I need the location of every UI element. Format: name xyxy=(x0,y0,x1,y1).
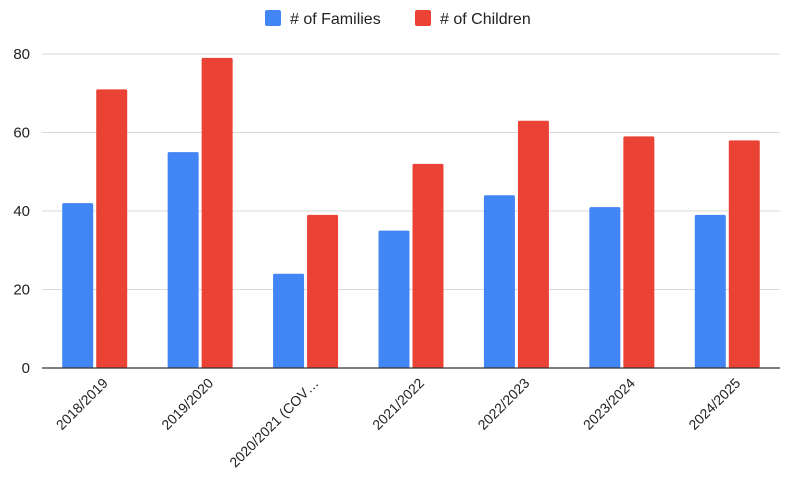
bar-children xyxy=(623,136,655,368)
x-tick-label: 2022/2023 xyxy=(474,375,532,433)
legend-swatch xyxy=(265,10,281,26)
legend-label: # of Families xyxy=(290,11,381,28)
bar-children xyxy=(201,57,233,369)
y-tick-label: 40 xyxy=(13,203,30,220)
y-tick-label: 80 xyxy=(13,46,30,63)
legend-label: # of Children xyxy=(440,11,531,28)
bar-children xyxy=(96,89,128,368)
bar-families xyxy=(378,230,410,368)
bar-families xyxy=(167,152,199,368)
x-axis-labels: 2018/2019 2019/2020 2020/2021 (COV… 2021/20… xyxy=(53,375,744,471)
y-tick-label: 60 xyxy=(13,125,30,142)
y-tick-label: 20 xyxy=(13,282,30,299)
x-tick-label: 2020/2021 (COV… xyxy=(226,375,322,471)
x-tick-label: 2018/2019 xyxy=(53,375,111,433)
y-axis-ticks: 0 20 40 60 80 xyxy=(13,46,30,377)
bar-children xyxy=(307,214,339,368)
bar-children xyxy=(412,163,444,368)
bars xyxy=(62,57,760,369)
x-tick-label: 2024/2025 xyxy=(685,375,743,433)
bar-families xyxy=(589,207,621,368)
bar-children xyxy=(517,120,549,368)
bar-families xyxy=(62,203,94,368)
x-tick-label: 2023/2024 xyxy=(580,375,638,433)
x-tick-label: 2021/2022 xyxy=(369,375,427,433)
legend: # of Families # of Children xyxy=(265,10,531,28)
bar-families xyxy=(694,214,726,368)
y-tick-label: 0 xyxy=(22,360,30,377)
legend-swatch xyxy=(415,10,431,26)
bar-families xyxy=(483,195,515,368)
x-tick-label: 2019/2020 xyxy=(158,375,216,433)
bar-children xyxy=(728,140,760,368)
gridlines xyxy=(42,53,780,290)
bar-families xyxy=(273,273,305,368)
